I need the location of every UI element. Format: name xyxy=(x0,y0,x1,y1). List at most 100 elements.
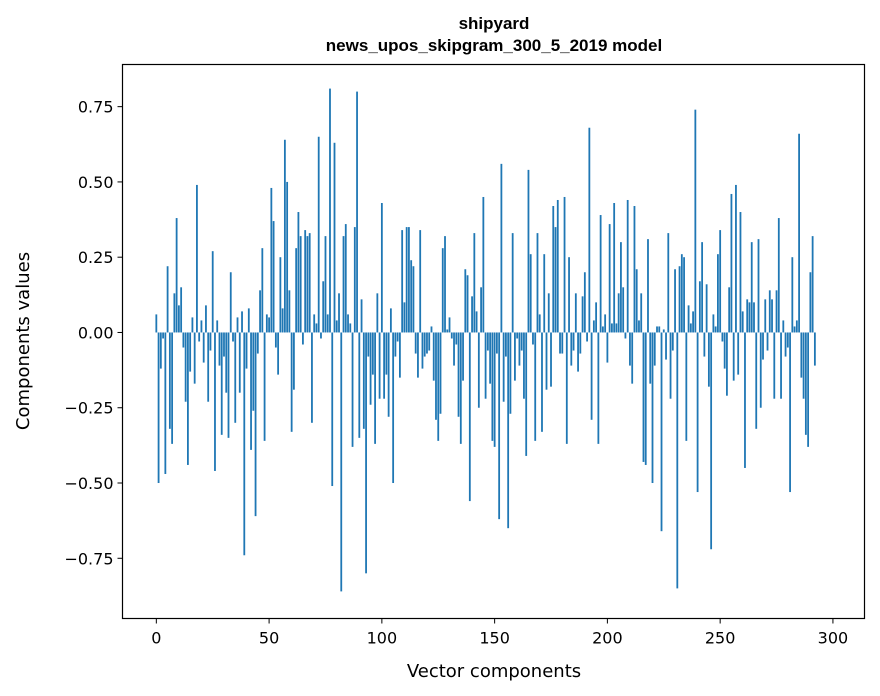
bar-component-13 xyxy=(184,332,187,402)
bar-component-29 xyxy=(220,332,223,435)
bar-component-220 xyxy=(651,332,654,484)
bar-component-7 xyxy=(171,332,174,444)
bar-component-259 xyxy=(739,212,742,333)
bar-component-94 xyxy=(367,332,370,357)
bar-component-74 xyxy=(322,281,325,333)
bar-component-197 xyxy=(599,215,602,333)
bar-component-278 xyxy=(782,320,785,333)
bar-component-84 xyxy=(344,224,347,333)
bar-component-31 xyxy=(225,332,228,393)
bar-component-6 xyxy=(168,332,171,429)
bar-component-106 xyxy=(394,332,397,357)
bar-component-257 xyxy=(735,184,737,333)
bar-component-2 xyxy=(159,332,162,369)
bar-component-8 xyxy=(173,293,176,333)
bar-component-196 xyxy=(597,332,600,444)
bar-component-41 xyxy=(247,308,250,333)
bar-component-33 xyxy=(229,272,232,333)
y-tick-label: −0.25 xyxy=(64,399,113,418)
bar-component-68 xyxy=(308,233,311,333)
bar-component-270 xyxy=(764,299,767,333)
bar-component-169 xyxy=(536,233,539,333)
bar-component-187 xyxy=(577,332,579,372)
bar-component-221 xyxy=(653,332,656,366)
bar-component-287 xyxy=(802,332,805,399)
bar-component-60 xyxy=(290,332,293,432)
bar-component-87 xyxy=(351,332,354,447)
bar-component-274 xyxy=(773,332,776,399)
bar-component-159 xyxy=(514,332,516,381)
bar-component-72 xyxy=(317,136,320,333)
x-tick-label: 0 xyxy=(151,629,161,648)
bar-component-24 xyxy=(209,332,212,351)
bar-component-52 xyxy=(272,221,275,333)
bar-component-141 xyxy=(473,233,476,333)
bar-component-121 xyxy=(428,332,431,351)
bar-component-19 xyxy=(198,332,201,342)
bar-component-90 xyxy=(358,332,361,438)
plot-frame xyxy=(121,63,866,620)
bar-component-135 xyxy=(459,332,462,444)
bar-component-158 xyxy=(511,233,514,333)
bar-component-119 xyxy=(423,332,426,357)
bar-component-156 xyxy=(507,332,510,529)
bar-component-285 xyxy=(798,133,800,333)
bar-component-111 xyxy=(405,227,408,333)
bar-component-240 xyxy=(696,332,699,493)
bar-component-182 xyxy=(565,332,568,444)
bar-component-202 xyxy=(611,323,613,333)
bar-component-23 xyxy=(207,332,210,402)
bar-component-38 xyxy=(241,311,243,333)
bar-component-264 xyxy=(750,242,753,333)
bar-component-40 xyxy=(245,332,248,369)
bar-component-241 xyxy=(698,281,701,333)
bar-component-216 xyxy=(642,332,645,462)
bar-component-95 xyxy=(369,332,372,405)
bar-component-89 xyxy=(356,91,358,333)
bar-component-137 xyxy=(464,269,467,333)
bar-component-22 xyxy=(205,305,207,333)
bar-component-0 xyxy=(155,314,158,333)
bar-component-65 xyxy=(302,332,304,345)
bar-component-247 xyxy=(712,314,715,333)
bar-component-57 xyxy=(283,139,286,333)
bar-component-10 xyxy=(177,305,180,333)
bar-component-92 xyxy=(362,332,365,429)
bar-component-230 xyxy=(674,269,676,333)
bar-component-27 xyxy=(216,320,219,333)
bar-component-143 xyxy=(477,332,480,408)
bar-component-212 xyxy=(633,206,636,333)
bar-component-172 xyxy=(543,254,546,333)
bar-component-248 xyxy=(714,326,717,333)
bar-component-243 xyxy=(703,332,706,357)
bar-component-5 xyxy=(166,266,169,333)
bar-component-228 xyxy=(669,332,672,399)
bar-component-206 xyxy=(620,242,622,333)
bar-component-54 xyxy=(277,332,280,375)
bar-component-99 xyxy=(378,332,381,399)
bar-component-198 xyxy=(601,326,604,333)
bar-series xyxy=(155,88,816,592)
bar-component-115 xyxy=(414,332,417,354)
bar-component-242 xyxy=(701,242,704,333)
bar-component-39 xyxy=(243,332,246,556)
bar-component-271 xyxy=(766,332,769,351)
bar-component-139 xyxy=(468,332,471,502)
bar-component-210 xyxy=(629,332,631,366)
bar-component-43 xyxy=(252,332,255,411)
bar-component-260 xyxy=(741,311,744,333)
bar-component-32 xyxy=(227,332,230,438)
x-tick-label: 50 xyxy=(259,629,279,648)
bar-component-44 xyxy=(254,332,257,517)
bar-component-283 xyxy=(793,326,796,333)
bar-component-277 xyxy=(780,332,782,399)
bar-component-47 xyxy=(261,248,264,333)
bar-component-58 xyxy=(286,181,289,333)
bar-component-194 xyxy=(592,320,595,333)
bar-component-145 xyxy=(482,196,485,333)
bar-component-20 xyxy=(200,320,203,333)
bar-component-153 xyxy=(500,163,503,333)
bar-component-16 xyxy=(191,317,194,333)
bar-component-186 xyxy=(574,293,577,333)
bar-component-149 xyxy=(491,332,494,441)
